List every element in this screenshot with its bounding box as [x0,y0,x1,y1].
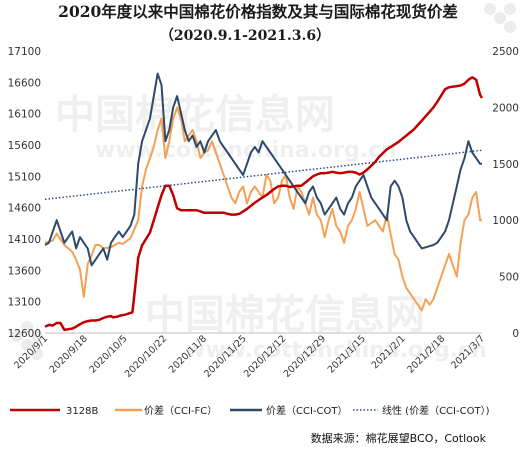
y-right-tick-label: 2500 [492,46,519,58]
watermark-cn-top: 中国棉花信息网 [55,92,335,138]
series-line-3128b [44,76,484,332]
legend-label-3128b: 3128B [66,406,98,417]
x-tick-label: 2020/9/18 [48,333,90,375]
legend-label-cci-cot: 价差（CCI-COT） [266,404,347,417]
legend-item-3128b: 3128B [10,406,98,417]
y-left-tick-label: 16100 [8,109,41,121]
x-tick-label: 2020/10/22 [123,333,170,380]
plot-area [44,72,484,332]
y-right-tick-label: 2000 [492,102,519,114]
series-line-cci-cot [44,72,482,267]
chart-subtitle: （2020.9.1-2021.3.6） [160,28,330,44]
y-axis-right: 0 500 1000 1500 2000 2500 [492,46,519,340]
y-right-tick-label: 1000 [492,215,519,227]
legend-item-cci-cot: 价差（CCI-COT） [230,404,347,417]
watermark-logo-icon-top [484,3,516,33]
y-left-tick-label: 14600 [8,203,41,215]
source-note: 数据来源：棉花展望BCO，Cotlook [311,431,487,445]
legend-label-cci-fc: 价差（CCI-FC） [144,404,217,417]
y-right-tick-label: 0 [512,328,519,340]
y-left-tick-label: 13600 [8,265,41,277]
chart-title: 2020年度以来中国棉花价格指数及其与国际棉花现货价差 [58,2,458,21]
y-right-tick-label: 1500 [492,159,519,171]
series-line-cci-fc [44,106,482,312]
legend-item-cci-fc: 价差（CCI-FC） [115,404,217,417]
y-left-tick-label: 14100 [8,234,41,246]
y-right-tick-label: 500 [499,272,519,284]
y-left-tick-label: 12600 [8,328,41,340]
y-axis-left: 12600 13100 13600 14100 14600 15100 15600 16100… [8,46,41,340]
y-left-tick-label: 16600 [8,77,41,89]
watermark-en-bottom: www.cottonchina.org.cn [185,338,487,363]
y-left-tick-label: 15600 [8,140,41,152]
y-left-tick-label: 15100 [8,171,41,183]
legend: 3128B 价差（CCI-FC） 价差（CCI-COT） 线性 (价差（CCI-… [10,404,490,417]
legend-label-trend: 线性 (价差（CCI-COT）) [382,404,490,417]
y-left-tick-label: 17100 [8,46,41,58]
legend-item-trend: 线性 (价差（CCI-COT）) [353,404,490,417]
x-tick-label: 2020/10/5 [87,333,129,375]
watermark: 中国棉花信息网 www.cottonchina.org.cn 中国棉花信息网 w… [11,3,516,363]
watermark-cn-bottom: 中国棉花信息网 [145,292,425,338]
watermark-logo-icon [11,321,43,360]
y-left-tick-label: 13100 [8,297,41,309]
watermark-en-top: www.cottonchina.org.cn [95,138,397,163]
